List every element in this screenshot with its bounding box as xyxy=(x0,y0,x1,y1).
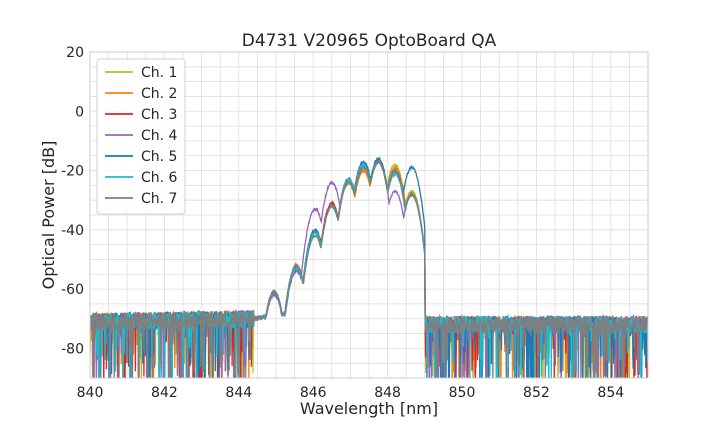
x-tick-label: 852 xyxy=(523,385,550,401)
legend-label: Ch. 7 xyxy=(141,191,177,207)
legend: Ch. 1 Ch. 2 Ch. 3 Ch. 4 Ch. 5 Ch. 6 Ch. 7 xyxy=(96,58,186,215)
x-tick-label: 844 xyxy=(225,385,252,401)
plot-area xyxy=(90,156,648,378)
x-tick-label: 846 xyxy=(300,385,327,401)
y-tick-label: -60 xyxy=(61,282,84,298)
y-axis: -80 -60 -40 -20 0 20 xyxy=(61,45,84,357)
series-line-ch7 xyxy=(90,158,648,378)
x-tick-label: 854 xyxy=(597,385,624,401)
y-tick-label: -40 xyxy=(61,223,84,239)
y-axis-title: Optical Power [dB] xyxy=(39,141,58,290)
chart-title: D4731 V20965 OptoBoard QA xyxy=(242,31,497,51)
y-tick-label: -80 xyxy=(61,341,84,357)
x-tick-label: 842 xyxy=(151,385,178,401)
y-tick-label: -20 xyxy=(61,164,84,180)
x-tick-label: 840 xyxy=(77,385,104,401)
y-tick-label: 0 xyxy=(75,104,84,120)
x-tick-label: 850 xyxy=(449,385,476,401)
legend-label: Ch. 4 xyxy=(141,128,178,144)
x-axis-title: Wavelength [nm] xyxy=(300,399,438,418)
y-tick-label: 20 xyxy=(66,45,84,61)
legend-box xyxy=(96,58,186,215)
legend-label: Ch. 5 xyxy=(141,149,177,165)
plot-frame xyxy=(89,51,649,379)
legend-label: Ch. 3 xyxy=(141,107,177,123)
legend-label: Ch. 6 xyxy=(141,170,178,186)
x-axis: 840 842 844 846 848 850 852 854 xyxy=(77,385,625,401)
legend-label: Ch. 2 xyxy=(141,86,177,102)
legend-label: Ch. 1 xyxy=(141,65,177,81)
x-tick-label: 848 xyxy=(374,385,401,401)
